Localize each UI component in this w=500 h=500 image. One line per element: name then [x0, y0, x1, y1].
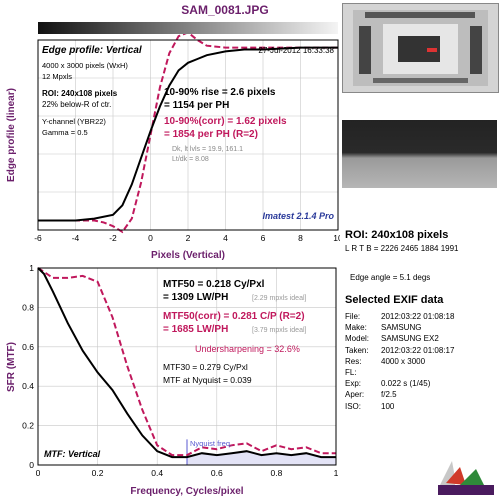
exif-value: 2012:03:22 01:08:17: [381, 345, 455, 355]
image-size: 4000 x 3000 pixels (WxH): [42, 61, 128, 70]
light-dark-ratio: Lt/dk = 8.08: [172, 156, 209, 163]
mtf50-corrected-lwph: = 1685 LW/PH: [163, 324, 228, 335]
mtf-y-axis-label: SFR (MTF): [6, 342, 17, 392]
edge-y-axis-label: Edge profile (linear): [6, 88, 17, 182]
exif-key: Model:: [345, 334, 370, 344]
measured-edge-line: [38, 46, 338, 222]
y-tick-label: 0: [29, 460, 34, 470]
mtf-at-nyquist: MTF at Nyquist = 0.039: [163, 375, 252, 385]
x-tick-label: 1: [334, 468, 339, 478]
channel-info: Y-channel (YBR22): [42, 117, 106, 126]
exif-value: 2012:03:22 01:08:18: [381, 312, 455, 321]
exif-value: SAMSUNG: [381, 323, 422, 333]
exif-list: File: 2012:03:22 01:08:18 Make: SAMSUNG Mo…: [345, 311, 454, 412]
exif-value: 0.022 s (1/45): [381, 379, 431, 389]
exif-row: Exp: 0.022 s (1/45): [345, 378, 454, 389]
y-tick-label: 0.8: [22, 302, 34, 312]
x-tick-label: -2: [109, 233, 117, 243]
measured-mtf-line: [37, 267, 336, 459]
x-tick-label: 0.2: [92, 468, 104, 478]
edge-profile-chart: -6 -4 -2 0 2 4 6 8 10 Edge profile: Vertical 27-…: [6, 34, 340, 261]
exif-row: FL:: [345, 367, 454, 378]
edge-chart-title: Edge profile: Vertical: [42, 45, 142, 56]
x-tick-label: 0.4: [151, 468, 163, 478]
gamma-info: Gamma = 0.5: [42, 128, 88, 137]
exif-row: Make: SAMSUNG: [345, 322, 454, 333]
x-tick-label: -6: [34, 233, 42, 243]
exif-title: Selected EXIF data: [345, 294, 444, 306]
nyquist-label: Nyquist freq.: [190, 439, 232, 448]
exif-value: 4000 x 3000: [381, 356, 426, 366]
corrected-per-ph: = 1854 per PH (R=2): [164, 129, 258, 140]
mtf-chart: 0 0.2 0.4 0.6 0.8 1 0 0.2 0.4 0.6 0.8 1 MTF50 = 0.2…: [6, 263, 339, 497]
corrected-rise: 10-90%(corr) = 1.62 pixels: [164, 116, 287, 127]
dark-light-levels: Dk, lt lvls = 19.9, 161.1: [172, 146, 243, 153]
exif-key: FL:: [345, 368, 357, 378]
x-tick-label: 10: [333, 233, 340, 243]
roi-size: ROI: 240x108 pixels: [42, 89, 118, 98]
exif-row: Taken: 2012:03:22 01:08:17: [345, 345, 454, 356]
software-brand: Imatest 2.1.4 Pro: [262, 211, 334, 221]
x-tick-label: 0.6: [211, 468, 223, 478]
mtf-x-axis-label: Frequency, Cycles/pixel: [130, 486, 243, 497]
capture-date: 27-Jul-2012 16:33:38: [258, 46, 334, 55]
x-tick-label: 8: [298, 233, 303, 243]
mtf50-corrected-ideal: [3.79 mpxls ideal]: [252, 327, 307, 334]
undersharpening: Undersharpening = 32.6%: [195, 344, 300, 354]
mtf50-corrected: MTF50(corr) = 0.281 C/P (R=2): [163, 311, 305, 322]
test-chart-thumbnail: [342, 3, 499, 93]
x-tick-label: 0: [36, 468, 41, 478]
exif-row: ISO: 100: [345, 401, 454, 412]
exif-value: 100: [381, 401, 395, 411]
exif-key: File:: [345, 312, 361, 321]
y-tick-label: 0.2: [22, 421, 34, 431]
x-tick-label: 6: [261, 233, 266, 243]
mtf-corner-label: MTF: Vertical: [44, 449, 101, 459]
mtf50-lwph: = 1309 LW/PH: [163, 292, 228, 303]
rise-per-ph: = 1154 per PH: [164, 100, 229, 111]
roi-edge-image: [342, 120, 497, 188]
x-tick-label: 2: [186, 233, 191, 243]
exif-key: Exp:: [345, 379, 362, 389]
exif-row: Res: 4000 x 3000: [345, 356, 454, 367]
corrected-edge-line: [38, 34, 338, 234]
rise-measure: 10-90% rise = 2.6 pixels: [164, 87, 276, 98]
y-tick-label: 1: [29, 263, 34, 273]
mtf50-value: MTF50 = 0.218 Cy/Pxl: [163, 279, 265, 290]
x-tick-label: -4: [72, 233, 80, 243]
exif-key: Aper:: [345, 390, 365, 400]
x-tick-label: 0: [148, 233, 153, 243]
roi-bounds: L R T B = 2226 2465 1884 1991: [345, 244, 459, 253]
roi-location: 22% below-R of ctr.: [42, 100, 111, 109]
page-title: SAM_0081.JPG: [181, 3, 269, 17]
watermark-logo: [438, 461, 494, 495]
exif-row: Aper: f/2.5: [345, 389, 454, 400]
mtf30-value: MTF30 = 0.279 Cy/Pxl: [163, 362, 248, 372]
edge-x-axis-label: Pixels (Vertical): [151, 250, 225, 261]
exif-value: f/2.5: [381, 390, 397, 400]
exif-key: Taken:: [345, 345, 369, 355]
y-tick-label: 0.6: [22, 342, 34, 352]
exif-key: Make:: [345, 323, 367, 333]
gradient-strip: [38, 22, 338, 34]
exif-key: Res:: [345, 356, 362, 366]
exif-key: ISO:: [345, 401, 362, 411]
exif-value: SAMSUNG EX2: [381, 334, 439, 344]
y-tick-label: 0.4: [22, 381, 34, 391]
roi-title: ROI: 240x108 pixels: [345, 229, 449, 241]
corrected-mtf-line: [37, 267, 336, 457]
x-tick-label: 0.8: [270, 468, 282, 478]
exif-row: Model: SAMSUNG EX2: [345, 333, 454, 344]
x-tick-label: 4: [223, 233, 228, 243]
mtf50-ideal: [2.29 mpxls ideal]: [252, 295, 307, 302]
image-mpxls: 12 Mpxls: [42, 72, 72, 81]
edge-angle: Edge angle = 5.1 degs: [350, 273, 431, 282]
exif-row: File: 2012:03:22 01:08:18: [345, 311, 454, 322]
